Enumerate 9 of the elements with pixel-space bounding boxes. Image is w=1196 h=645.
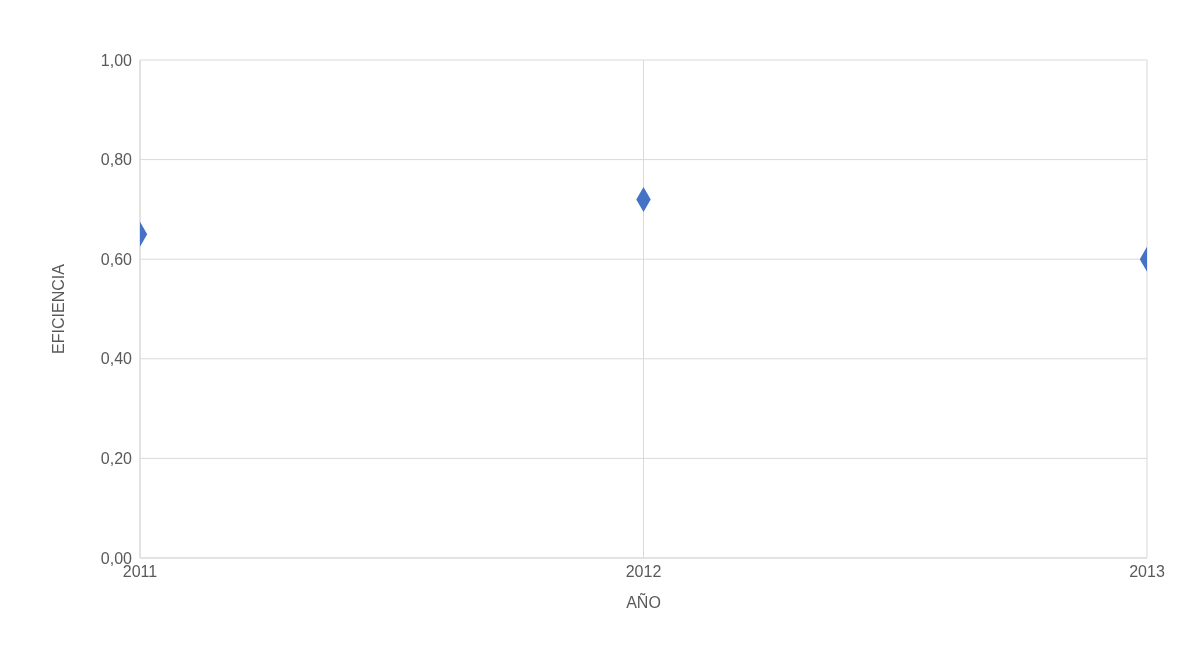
y-tick-label: 0,80 [100, 151, 133, 169]
y-tick-label: 0,20 [100, 450, 133, 468]
y-axis-title: EFICIENCIA [49, 263, 67, 354]
x-tick-label: 2012 [625, 563, 662, 581]
y-tick-label: 0,40 [100, 350, 133, 368]
x-axis-title: AÑO [626, 592, 661, 611]
y-tick-label: 0,60 [100, 250, 133, 268]
y-tick-label: 1,00 [100, 51, 133, 69]
x-tick-label: 2013 [1129, 563, 1165, 581]
